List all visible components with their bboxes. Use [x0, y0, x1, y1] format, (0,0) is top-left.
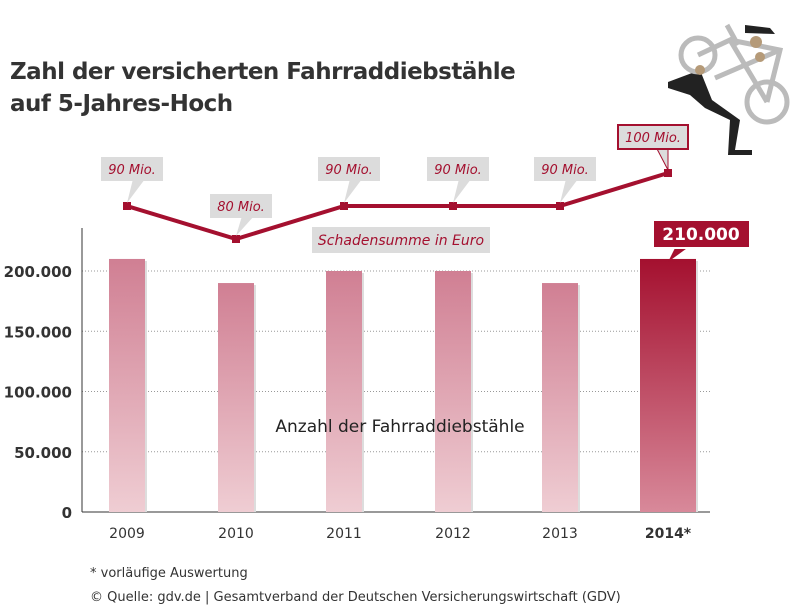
value-label-bg: [427, 157, 489, 181]
label-pointer: [453, 179, 471, 203]
callout-pointer: [668, 246, 690, 262]
line-series: [126, 171, 669, 242]
y-tick-label: 200.000: [4, 263, 72, 281]
line-value-label: 90 Mio.: [434, 163, 482, 178]
x-tick-label: 2013: [542, 526, 578, 542]
y-tick-label: 50.000: [14, 444, 72, 462]
x-tick-label: 2011: [326, 526, 362, 542]
label-pointer: [560, 179, 578, 203]
line-point: [232, 235, 240, 243]
value-label-bg: [534, 157, 596, 181]
title-line-1: Zahl der versicherten Fahrraddiebstähle: [10, 59, 516, 85]
y-tick-label: 0: [62, 504, 72, 522]
label-pointer: [344, 179, 362, 203]
line-point: [556, 202, 564, 210]
y-tick-label: 150.000: [4, 323, 72, 341]
bike-thief-icon: [668, 23, 790, 155]
label-pointer: [236, 216, 254, 236]
line-value-label: 80 Mio.: [217, 200, 265, 215]
line-point: [340, 202, 348, 210]
highlight-value-label: 210.000: [662, 225, 740, 245]
line-value-label: 90 Mio.: [325, 163, 373, 178]
highlight-callout: [652, 219, 751, 249]
x-tick-label: 2009: [109, 526, 145, 542]
bar: [640, 258, 696, 512]
source-credit: © Quelle: gdv.de | Gesamtverband der Deu…: [90, 590, 621, 605]
footnote: * vorläufige Auswertung: [90, 566, 248, 581]
label-pointer: [127, 179, 145, 203]
value-label-bg: [318, 157, 380, 181]
bar: [218, 283, 254, 512]
line-point: [449, 202, 457, 210]
bar: [326, 271, 362, 512]
value-label-bg: [210, 194, 272, 218]
line-value-label: 90 Mio.: [541, 163, 589, 178]
title-line-2: auf 5-Jahres-Hoch: [10, 91, 233, 117]
x-tick-label: 2014*: [645, 526, 692, 542]
bike-thief-illustration: [668, 23, 790, 155]
line-point: [664, 169, 672, 177]
bar-series-label: Anzahl der Fahrraddiebstähle: [275, 417, 524, 437]
bar: [109, 258, 145, 512]
line-value-label: 100 Mio.: [625, 131, 681, 146]
line-series-label-bg: [312, 227, 490, 253]
value-label-bg: [617, 124, 689, 150]
value-label-bg: [101, 157, 163, 181]
line-value-label: 90 Mio.: [108, 163, 156, 178]
bar: [435, 271, 471, 512]
line-series-label: Schadensumme in Euro: [318, 233, 484, 249]
y-tick-label: 100.000: [4, 384, 72, 402]
x-tick-label: 2012: [435, 526, 471, 542]
chart-title: Zahl der versicherten Fahrraddiebstähle …: [10, 56, 516, 120]
line-point: [123, 202, 131, 210]
bar: [542, 283, 578, 512]
x-tick-label: 2010: [218, 526, 254, 542]
